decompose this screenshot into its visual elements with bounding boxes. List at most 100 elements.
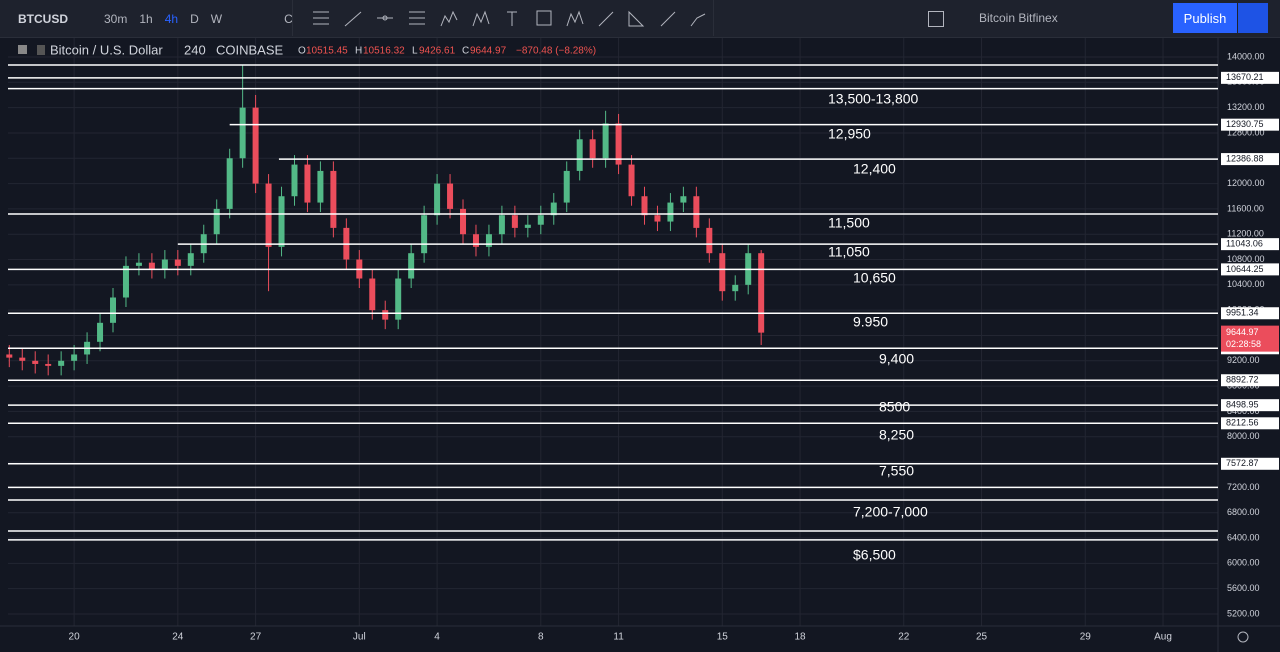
interval[interactable]: W bbox=[210, 11, 223, 26]
y-tick-label: 7200.00 bbox=[1227, 482, 1260, 492]
annotation: 7,550 bbox=[879, 463, 914, 479]
legend: Bitcoin / U.S. Dollar 240 COINBASE O 105… bbox=[18, 42, 596, 57]
candle-body bbox=[32, 360, 39, 364]
price-box-label: 8498.95 bbox=[1226, 400, 1259, 410]
candle-body bbox=[330, 170, 337, 228]
candle-body bbox=[537, 215, 544, 225]
price-box-label: 7572.87 bbox=[1226, 458, 1259, 468]
annotation: 9,400 bbox=[879, 351, 914, 367]
x-tick-label: 11 bbox=[613, 632, 624, 643]
candle-body bbox=[239, 107, 246, 159]
interval[interactable]: D bbox=[190, 11, 199, 26]
y-tick-label: 14000.00 bbox=[1227, 51, 1265, 61]
annotation: 10,650 bbox=[853, 270, 896, 286]
candle-body bbox=[563, 170, 570, 203]
price-box-label: 11043.06 bbox=[1226, 239, 1263, 249]
annotation: 8,250 bbox=[879, 427, 914, 443]
exchange[interactable]: Bitcoin Bitfinex bbox=[979, 11, 1058, 25]
interval[interactable]: 30m bbox=[104, 11, 128, 26]
candle-body bbox=[654, 215, 661, 222]
price-box bbox=[1221, 399, 1279, 412]
candle-body bbox=[524, 224, 531, 228]
y-tick-label: 13200.00 bbox=[1227, 102, 1265, 112]
legend-icon bbox=[18, 45, 27, 54]
x-tick-label: 8 bbox=[538, 632, 544, 643]
legend-value: 10516.32 bbox=[363, 46, 405, 57]
interval[interactable]: 1h bbox=[139, 11, 153, 26]
price-box bbox=[1221, 417, 1279, 430]
candle-body bbox=[369, 278, 376, 311]
x-tick-label: 18 bbox=[794, 632, 806, 643]
candle-body bbox=[110, 297, 117, 323]
price-box bbox=[1221, 71, 1279, 84]
legend-value: 10515.45 bbox=[306, 46, 348, 57]
annotation: 12,400 bbox=[853, 161, 896, 177]
drawing-tools bbox=[292, 0, 714, 36]
y-tick-label: 12800.00 bbox=[1227, 127, 1265, 137]
candle-body bbox=[278, 196, 285, 247]
candle-body bbox=[460, 208, 467, 235]
legend-name: Bitcoin / U.S. Dollar bbox=[50, 42, 163, 57]
price-box bbox=[1221, 374, 1279, 387]
candle-body bbox=[174, 259, 181, 266]
y-tick-label: 10400.00 bbox=[1227, 279, 1265, 289]
interval[interactable]: 4h bbox=[164, 11, 179, 26]
tool-icons bbox=[313, 10, 706, 27]
x-tick-label: 15 bbox=[717, 632, 729, 643]
candle-body bbox=[395, 278, 402, 320]
price-box-label: 8212.56 bbox=[1226, 418, 1259, 428]
annotation: 9.950 bbox=[853, 314, 888, 330]
candle-body bbox=[317, 170, 324, 203]
x-tick-label: 27 bbox=[250, 632, 262, 643]
legend-value: 9644.97 bbox=[470, 46, 507, 57]
price-box bbox=[1221, 263, 1279, 276]
price-box bbox=[1221, 118, 1279, 131]
candle-body bbox=[680, 196, 687, 203]
candle-body bbox=[19, 357, 26, 361]
candle-body bbox=[408, 253, 415, 279]
price-box-label: 12386.88 bbox=[1226, 153, 1264, 163]
countdown: 02:28:58 bbox=[1226, 339, 1261, 349]
y-tick-label: 12000.00 bbox=[1227, 178, 1265, 188]
annotation: 7,200-7,000 bbox=[853, 504, 928, 520]
price-box bbox=[1221, 153, 1279, 166]
candle-body bbox=[732, 284, 739, 292]
x-tick-label: Jul bbox=[353, 632, 366, 643]
publish-button[interactable]: Publish bbox=[1173, 3, 1237, 33]
layout-icon[interactable] bbox=[928, 11, 944, 27]
candle-body bbox=[6, 354, 13, 358]
settings-icon[interactable] bbox=[1237, 631, 1249, 643]
legend-value: 9426.61 bbox=[419, 46, 456, 57]
y-tick-label: 6800.00 bbox=[1227, 507, 1260, 517]
y-tick-label: 5200.00 bbox=[1227, 608, 1260, 618]
price-box-label: 12930.75 bbox=[1226, 119, 1264, 129]
price-box bbox=[1221, 307, 1279, 320]
y-tick-label: 11200.00 bbox=[1227, 229, 1264, 239]
y-tick-label: 6400.00 bbox=[1227, 532, 1260, 542]
candle-body bbox=[498, 215, 505, 235]
candle-body bbox=[382, 310, 389, 320]
legend-key: H bbox=[355, 46, 362, 57]
x-tick-label: 29 bbox=[1080, 632, 1092, 643]
symbol[interactable]: BTCUSD bbox=[18, 11, 68, 26]
candle-body bbox=[252, 107, 259, 184]
candle-body bbox=[511, 215, 518, 228]
candle-body bbox=[135, 262, 142, 266]
price-box-label: 9951.34 bbox=[1226, 308, 1259, 318]
candle-body bbox=[667, 202, 674, 222]
candle-body bbox=[265, 183, 272, 247]
candle-body bbox=[187, 253, 194, 266]
candle-body bbox=[706, 227, 713, 254]
legend-source: COINBASE bbox=[216, 42, 284, 57]
replay-button[interactable] bbox=[1238, 3, 1268, 33]
x-tick-label: 25 bbox=[976, 632, 988, 643]
candle-body bbox=[628, 164, 635, 197]
candle-body bbox=[550, 202, 557, 216]
icons[interactable] bbox=[313, 10, 706, 27]
candle-body bbox=[45, 363, 52, 366]
candle-body bbox=[226, 158, 233, 209]
annotation: 11,500 bbox=[828, 215, 870, 231]
y-tick-label: 5600.00 bbox=[1227, 583, 1260, 593]
legend-icon bbox=[37, 45, 45, 55]
